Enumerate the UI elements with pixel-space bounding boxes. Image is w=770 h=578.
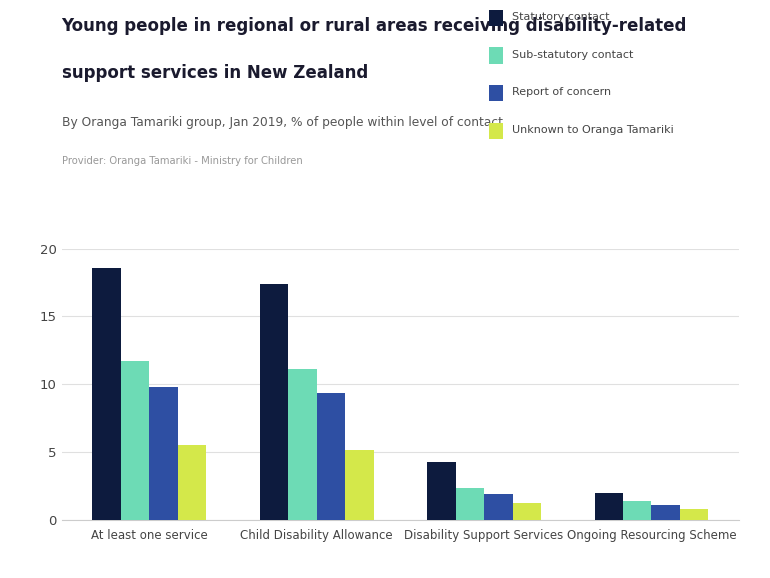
Text: support services in New Zealand: support services in New Zealand [62, 64, 368, 81]
Text: Unknown to Oranga Tamariki: Unknown to Oranga Tamariki [512, 125, 674, 135]
Bar [651, 505, 680, 520]
Bar [513, 502, 541, 520]
Bar [427, 462, 456, 520]
Bar [178, 446, 206, 520]
Bar [92, 268, 121, 520]
Bar [121, 361, 149, 520]
Text: figure.nz: figure.nz [639, 29, 720, 45]
Text: Sub-statutory contact: Sub-statutory contact [512, 50, 634, 60]
Text: By Oranga Tamariki group, Jan 2019, % of people within level of contact: By Oranga Tamariki group, Jan 2019, % of… [62, 116, 503, 128]
Bar [484, 494, 513, 520]
Bar [594, 493, 623, 520]
Text: Young people in regional or rural areas receiving disability-related: Young people in regional or rural areas … [62, 17, 687, 35]
Bar [149, 387, 178, 520]
Bar [259, 284, 288, 520]
Bar [680, 509, 708, 520]
Bar [316, 392, 345, 520]
Bar [288, 369, 316, 520]
Text: Statutory contact: Statutory contact [512, 12, 610, 23]
Bar [345, 450, 373, 520]
Text: Provider: Oranga Tamariki - Ministry for Children: Provider: Oranga Tamariki - Ministry for… [62, 156, 303, 166]
Text: Report of concern: Report of concern [512, 87, 611, 98]
Bar [623, 501, 651, 520]
Bar [456, 488, 484, 520]
